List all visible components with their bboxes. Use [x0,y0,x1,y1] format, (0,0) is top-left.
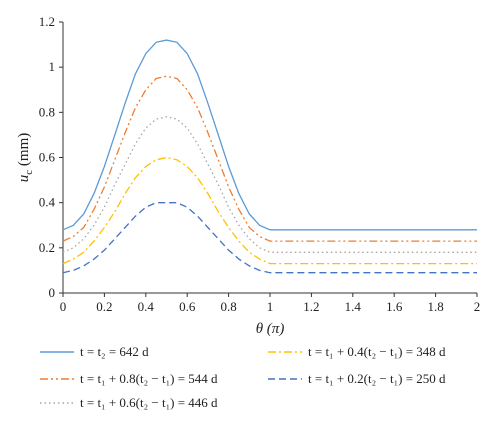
legend-label-4: t = t₁ + 0.4(t₂ − t₁) = 348 d [308,344,446,359]
series-lines [62,39,477,274]
y-tick-label: 0.2 [39,240,55,255]
y-tick-label: 0.8 [39,104,55,119]
y-tick-label: 0.4 [39,195,56,210]
x-tick-label: 0.6 [179,299,196,314]
x-axis-label: θ (π) [256,321,285,337]
legend-label-1: t = t₂ = 642 d [80,344,149,359]
legend-label-3: t = t₁ + 0.6(t₂ − t₁) = 446 d [80,395,218,410]
x-tick-label: 0.8 [220,299,236,314]
x-tick-label: 1.4 [345,299,362,314]
legend: t = t₂ = 642 d t = t₁ + 0.8(t₂ − t₁) = 54… [40,344,446,410]
x-tick-label: 0.4 [138,299,155,314]
y-tick-label: 0 [49,285,56,300]
axes [62,22,477,294]
series-line-3 [62,116,477,253]
legend-label-5: t = t₁ + 0.2(t₂ − t₁) = 250 d [308,371,446,386]
y-axis-ticks: 0 0.2 0.4 0.6 0.8 1 1.2 [39,14,63,300]
y-axis-label: uc (mm) [16,133,35,182]
legend-label-2: t = t₁ + 0.8(t₂ − t₁) = 544 d [80,371,218,386]
x-tick-label: 1.8 [427,299,443,314]
y-tick-label: 1 [49,59,56,74]
series-line-4 [62,156,477,265]
x-tick-label: 1 [267,299,274,314]
x-tick-label: 1.6 [386,299,403,314]
y-tick-label: 1.2 [39,14,55,29]
series-line-2 [62,75,477,242]
x-tick-label: 0 [60,299,67,314]
x-tick-label: 0.2 [96,299,112,314]
x-tick-label: 2 [474,299,481,314]
series-line-1 [62,39,477,231]
series-line-5 [62,202,477,274]
x-tick-label: 1.2 [303,299,319,314]
x-axis-ticks: 0 0.2 0.4 0.6 0.8 1 1.2 1.4 1.6 1.8 2 [60,293,481,314]
y-tick-label: 0.6 [39,150,56,165]
